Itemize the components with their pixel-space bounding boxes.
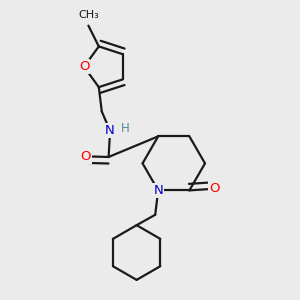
Text: H: H xyxy=(121,122,130,135)
Text: N: N xyxy=(153,184,163,197)
Text: CH₃: CH₃ xyxy=(78,10,99,20)
Text: O: O xyxy=(79,60,89,73)
Text: O: O xyxy=(209,182,220,195)
Text: N: N xyxy=(105,124,115,137)
Text: O: O xyxy=(80,150,91,163)
